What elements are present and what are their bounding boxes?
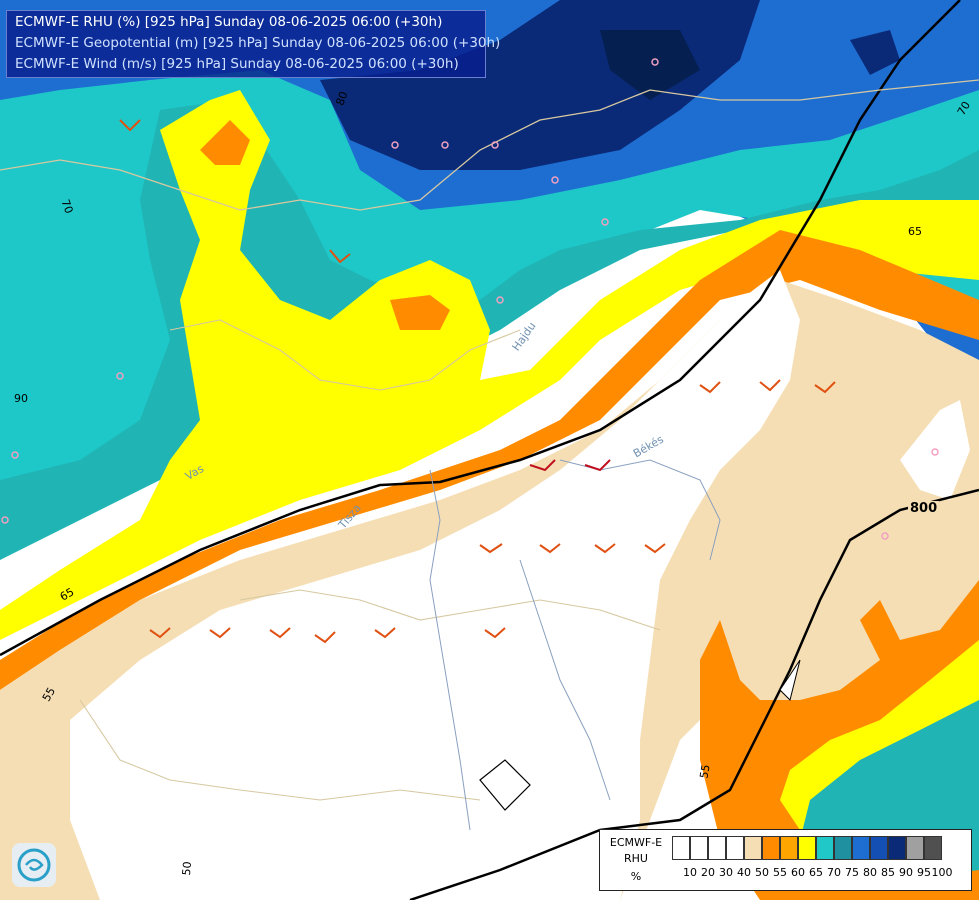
legend-tick-label: 55 <box>773 866 787 879</box>
legend-swatch <box>816 836 834 860</box>
legend-tick-label: 70 <box>827 866 841 879</box>
title-geopotential: ECMWF-E Geopotential (m) [925 hPa] Sunda… <box>15 35 501 51</box>
legend-tick-label: 95 <box>917 866 931 879</box>
legend-tick-label: 30 <box>719 866 733 879</box>
legend-swatch <box>924 836 942 860</box>
ecmwf-logo-icon <box>12 843 56 887</box>
title-wind: ECMWF-E Wind (m/s) [925 hPa] Sunday 08-0… <box>15 56 459 72</box>
geopotential-label-800: 800 <box>908 501 940 516</box>
legend-tick-label: 50 <box>755 866 769 879</box>
legend-tick-label: 75 <box>845 866 859 879</box>
legend-swatch <box>798 836 816 860</box>
legend-swatch <box>762 836 780 860</box>
legend-swatch <box>888 836 906 860</box>
contour-label-50: 50 <box>179 860 195 877</box>
legend-tick-label: 60 <box>791 866 805 879</box>
rhu-legend: ECMWF-E RHU % 10 20 30 40 50 55 60 65 70 75 80 85 90… <box>599 829 972 891</box>
legend-tick-label: 80 <box>863 866 877 879</box>
legend-swatch <box>780 836 798 860</box>
legend-title-var: RHU <box>624 852 648 865</box>
legend-swatch <box>690 836 708 860</box>
legend-swatch <box>726 836 744 860</box>
legend-tick-label: 40 <box>737 866 751 879</box>
legend-swatch <box>708 836 726 860</box>
contour-label-90: 90 <box>14 392 28 405</box>
legend-swatch <box>906 836 924 860</box>
legend-swatch <box>672 836 690 860</box>
contour-label-55b: 55 <box>697 763 713 780</box>
contour-label-65: 65 <box>908 225 922 238</box>
legend-swatch <box>834 836 852 860</box>
legend-tick-label: 10 <box>683 866 697 879</box>
legend-swatch <box>870 836 888 860</box>
legend-tick-label: 65 <box>809 866 823 879</box>
legend-swatch <box>744 836 762 860</box>
legend-tick-label: 100 <box>931 866 953 879</box>
legend-swatch <box>852 836 870 860</box>
map-title-box: ECMWF-E RHU (%) [925 hPa] Sunday 08-06-2… <box>6 10 500 78</box>
legend-tick-label: 85 <box>881 866 895 879</box>
legend-tick-label: 90 <box>899 866 913 879</box>
title-rhu: ECMWF-E RHU (%) [925 hPa] Sunday 08-06-2… <box>15 14 443 30</box>
legend-swatches <box>672 836 942 860</box>
legend-tick-label: 20 <box>701 866 715 879</box>
legend-title-model: ECMWF-E <box>609 836 663 849</box>
legend-title-unit: % <box>630 870 642 883</box>
